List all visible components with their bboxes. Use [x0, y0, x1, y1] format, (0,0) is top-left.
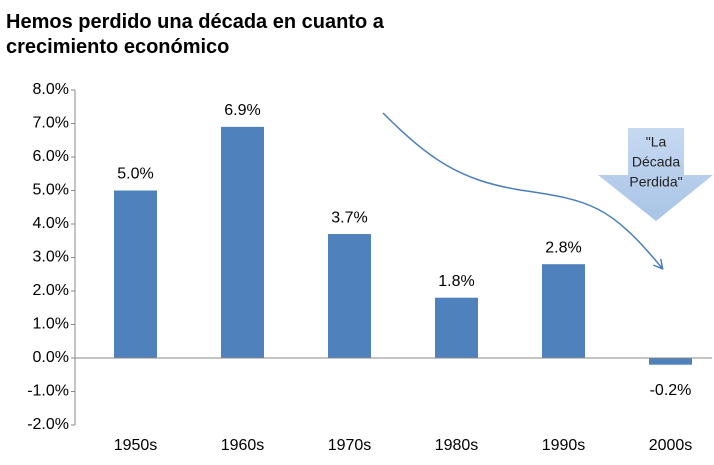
bar — [328, 234, 371, 358]
x-tick-label: 1980s — [435, 437, 479, 454]
y-tick-label: 5.0% — [33, 182, 69, 199]
bar — [542, 264, 585, 358]
y-tick-label: 4.0% — [33, 215, 69, 232]
x-tick-label: 1960s — [221, 437, 265, 454]
y-tick-label: 6.0% — [33, 148, 69, 165]
trend-arrow — [382, 112, 662, 268]
chart-title: Hemos perdido una década en cuanto a — [6, 11, 385, 33]
y-tick-label: 0.0% — [33, 349, 69, 366]
bar — [649, 358, 692, 365]
value-label: 5.0% — [117, 166, 153, 183]
annotation: Perdida" — [629, 174, 682, 190]
y-tick-label: -1.0% — [27, 383, 69, 400]
annotation: "La — [646, 134, 667, 150]
annotation-arrow — [598, 128, 713, 221]
bar — [221, 126, 264, 358]
bar — [114, 190, 157, 358]
value-label: 6.9% — [224, 102, 260, 119]
bar — [435, 297, 478, 358]
y-tick-label: 3.0% — [33, 249, 69, 266]
value-label: -0.2% — [650, 382, 692, 399]
y-tick-label: 7.0% — [33, 115, 69, 132]
y-tick-label: 2.0% — [33, 282, 69, 299]
x-tick-label: 1990s — [542, 437, 586, 454]
value-label: 2.8% — [545, 239, 581, 256]
chart-title: crecimiento económico — [6, 36, 229, 58]
x-tick-label: 1970s — [328, 437, 372, 454]
value-label: 1.8% — [438, 273, 474, 290]
value-label: 3.7% — [331, 209, 367, 226]
annotation: Década — [632, 154, 680, 170]
x-tick-label: 2000s — [649, 437, 693, 454]
y-tick-label: 8.0% — [33, 81, 69, 98]
y-tick-label: 1.0% — [33, 316, 69, 333]
x-tick-label: 1950s — [114, 437, 158, 454]
y-tick-label: -2.0% — [27, 416, 69, 433]
